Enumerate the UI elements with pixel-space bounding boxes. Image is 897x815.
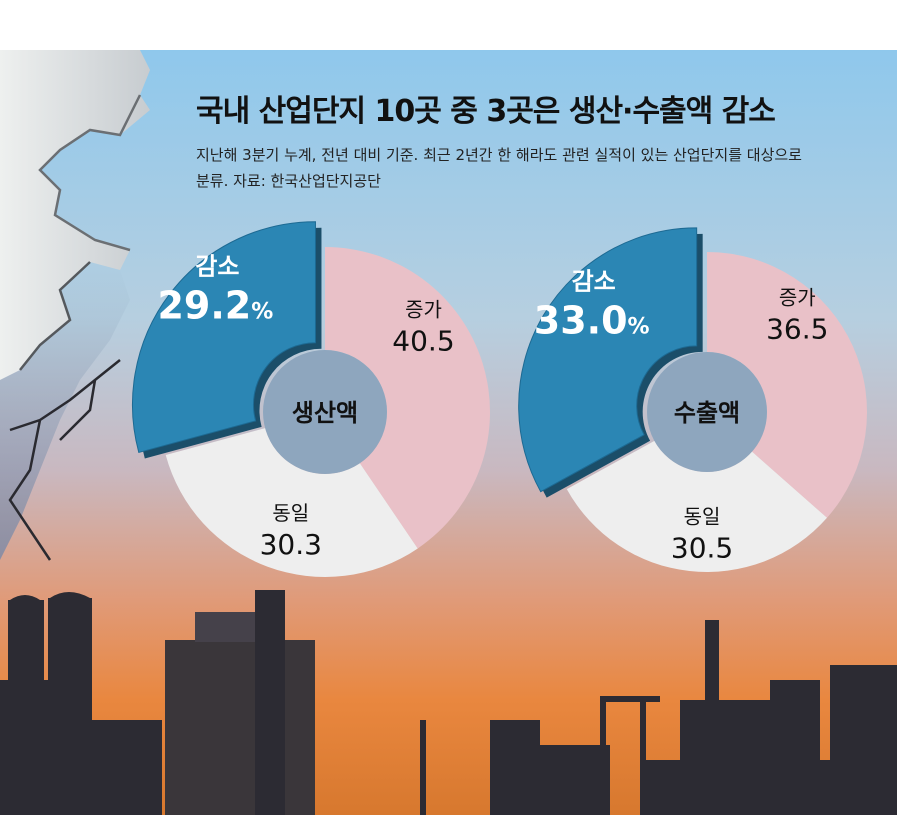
slice-same (165, 428, 418, 577)
donut-chart-1: 생산액 감소 29.2% 증가 40.5 동일 30.3 (132, 221, 491, 577)
factory-silhouette (0, 590, 897, 815)
chart-title: 국내 산업단지 10곳 중 3곳은 생산·수출액 감소 (196, 94, 776, 129)
slice-increase-value: 40.5 (392, 325, 454, 358)
slice-increase (707, 252, 867, 518)
chart-subtitle: 지난해 3분기 누계, 전년 대비 기준. 최근 2년간 한 해라도 관련 실적… (196, 146, 802, 190)
slice-same-value: 30.5 (671, 531, 733, 564)
slice-decrease-value: 33.0% (534, 298, 650, 342)
donut-center-title: 수출액 (674, 399, 740, 427)
slice-decrease-value: 29.2% (157, 284, 273, 328)
slice-same-label: 동일 (684, 504, 721, 528)
pie-charts: 생산액 감소 29.2% 증가 40.5 동일 30.3 수출액 감소 33.0% 증가 36.5 동일… (132, 221, 867, 577)
chart-header: 국내 산업단지 10곳 중 3곳은 생산·수출액 감소 지난해 3분기 누계, … (196, 86, 876, 194)
slice-decrease (132, 221, 316, 454)
slice-same (566, 440, 828, 572)
slice-decrease-label: 감소 (195, 253, 239, 281)
slice-increase-value: 36.5 (766, 313, 828, 346)
slice-same-value: 30.3 (260, 528, 322, 561)
donut-chart-2: 수출액 감소 33.0% 증가 36.5 동일 30.5 (518, 227, 867, 572)
cracked-wall-decoration (0, 50, 150, 561)
slice-decrease (518, 227, 698, 493)
slice-same-label: 동일 (272, 501, 309, 525)
slice-decrease-unit: % (628, 314, 650, 339)
donut-center-title: 생산액 (292, 399, 358, 427)
donut-center (263, 350, 387, 474)
slice-increase-label: 증가 (779, 286, 816, 310)
slice-increase-label: 증가 (405, 298, 442, 322)
slice-decrease-unit: % (251, 300, 273, 325)
slice-decrease-label: 감소 (572, 267, 616, 295)
donut-center (647, 352, 767, 472)
slice-increase (325, 247, 491, 549)
